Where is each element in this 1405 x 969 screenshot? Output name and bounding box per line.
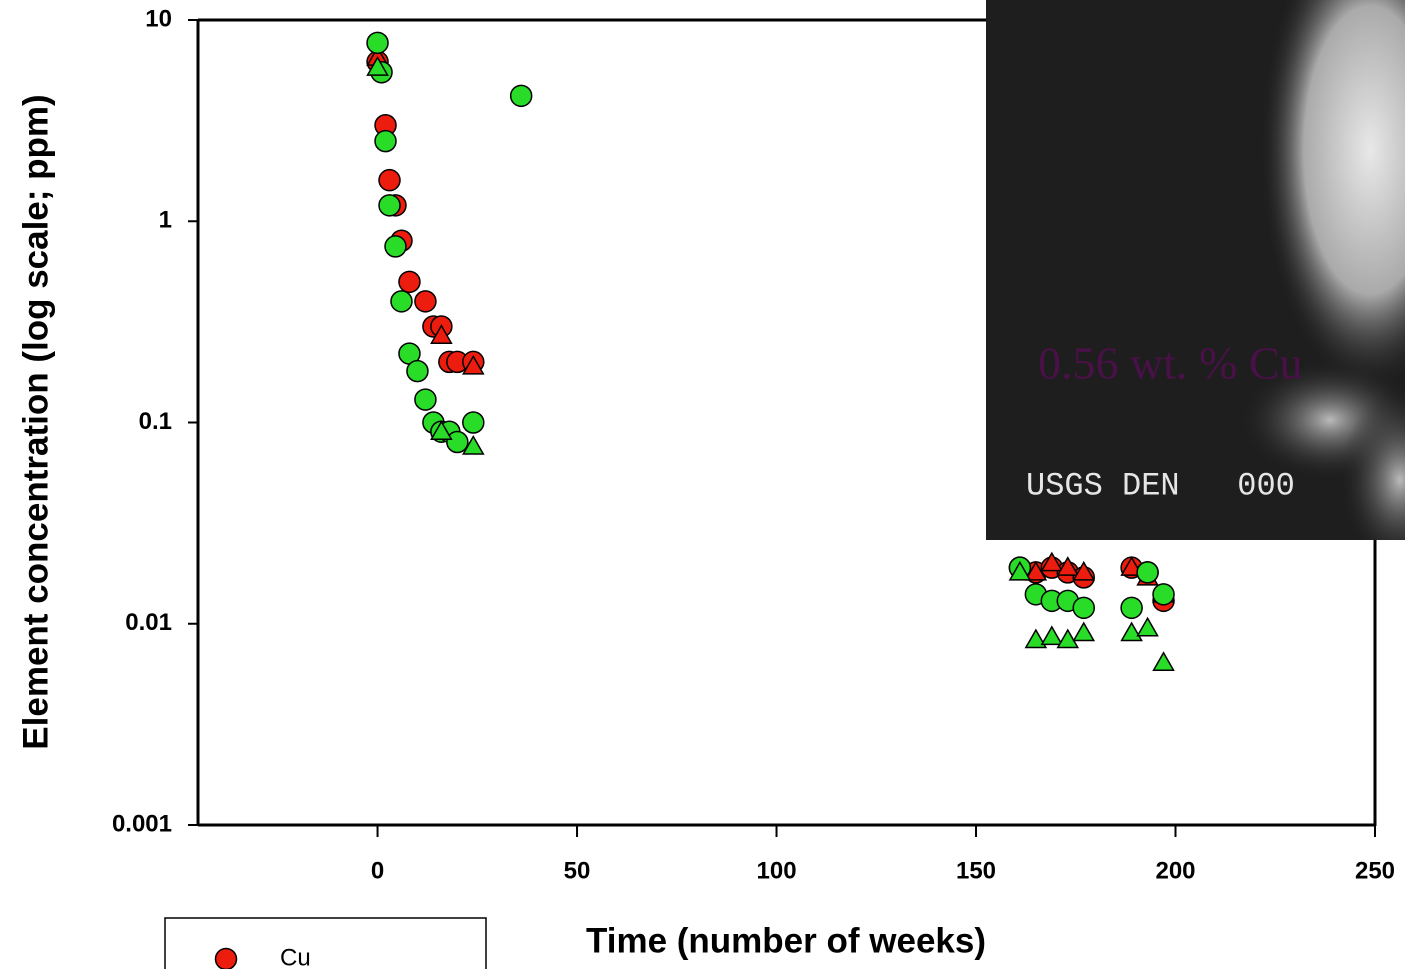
triangle-marker [462, 434, 485, 455]
y-tick-label: 0.01 [125, 609, 172, 636]
x-tick-label: 100 [757, 857, 797, 884]
triangle-marker [430, 324, 453, 344]
triangle-marker [1120, 621, 1143, 642]
circle-marker [1152, 583, 1175, 606]
x-tick-label: 50 [564, 857, 591, 884]
data-points [366, 31, 1175, 672]
image-stamp: USGS DEN 000 [1026, 467, 1295, 504]
triangle-marker [1152, 651, 1175, 672]
circle-marker [509, 84, 533, 108]
triangle-marker [1056, 556, 1080, 576]
image-grain [1340, 390, 1405, 540]
circle-marker [414, 388, 437, 411]
triangle-marker [1072, 621, 1096, 642]
x-tick-label: 250 [1355, 857, 1395, 884]
circle-marker [374, 129, 397, 153]
triangle-marker [1008, 560, 1032, 581]
circle-marker [366, 31, 389, 55]
legend: Cu [164, 917, 487, 969]
circle-marker [446, 430, 469, 454]
x-axis-label: Time (number of weeks) [586, 921, 986, 960]
circle-marker [1072, 596, 1095, 620]
triangle-marker [1056, 628, 1080, 649]
circle-marker [214, 947, 238, 969]
legend-label: Cu [280, 944, 311, 969]
y-tick-label: 0.1 [139, 408, 172, 435]
legend-box [164, 917, 487, 969]
circle-marker [406, 359, 429, 383]
triangle-marker [1072, 560, 1096, 581]
triangle-marker [462, 354, 485, 375]
image-caption: 0.56 wt. % Cu [1038, 338, 1303, 389]
y-tick-label: 1 [159, 207, 172, 234]
circle-marker [378, 168, 401, 192]
circle-marker [1136, 561, 1159, 584]
y-axis-label: Element concentration (log scale; ppm) [16, 94, 55, 749]
y-tick-label: 10 [145, 5, 172, 32]
circle-marker [390, 290, 413, 313]
circle-marker [462, 411, 485, 434]
x-tick-label: 0 [371, 857, 384, 884]
triangle-marker [366, 56, 389, 76]
triangle-marker [1040, 551, 1064, 572]
circle-marker [1120, 596, 1143, 620]
image-grain [1260, 0, 1405, 390]
x-tick-label: 200 [1155, 857, 1195, 884]
circle-marker [414, 290, 437, 313]
y-tick-label: 0.001 [112, 810, 172, 837]
x-tick-label: 150 [956, 857, 996, 884]
circle-marker [384, 235, 407, 258]
triangle-marker [1024, 628, 1048, 649]
sem-image: 0.56 wt. % Cu USGS DEN 000 [986, 0, 1405, 540]
triangle-marker [430, 420, 453, 440]
triangle-marker [1136, 616, 1159, 637]
circle-marker [398, 270, 421, 294]
circle-marker [378, 194, 401, 217]
triangle-marker [1040, 625, 1064, 646]
